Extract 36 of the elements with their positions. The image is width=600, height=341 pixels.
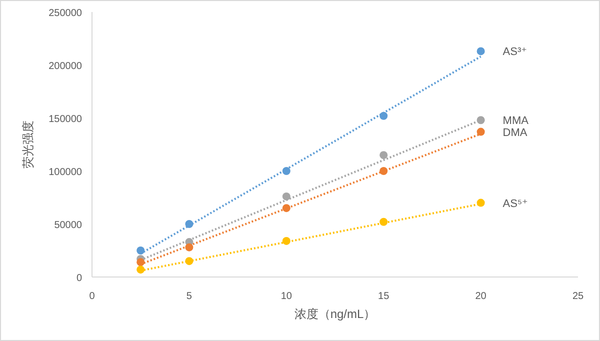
point [136, 258, 145, 266]
point [282, 236, 290, 245]
x-tick-label: 10 [280, 291, 292, 302]
point [476, 128, 485, 136]
x-axis-title: 浓度（ng/mL） [294, 307, 376, 321]
point [476, 47, 485, 56]
point [476, 198, 485, 207]
point [185, 220, 194, 228]
point [380, 218, 388, 226]
y-tick-label: 250000 [48, 8, 82, 19]
series-label: MMA [502, 115, 530, 128]
y-tick-label: 150000 [48, 114, 82, 125]
y-axis-title: 荧光强度 [21, 120, 35, 168]
point [380, 167, 388, 175]
point [185, 243, 194, 252]
y-tick-label: 0 [76, 273, 82, 284]
y-tick-label: 200000 [48, 61, 82, 72]
point [476, 116, 485, 124]
point [282, 167, 290, 175]
series-label: AS⁵⁺ [502, 198, 528, 210]
point [136, 246, 145, 254]
x-tick-label: 15 [378, 291, 390, 302]
point [380, 112, 388, 120]
y-tick-label: 50000 [54, 220, 82, 231]
series-label: DMA [502, 126, 528, 139]
series-label: AS³⁺ [502, 46, 528, 58]
point [282, 192, 290, 200]
x-tick-label: 20 [475, 291, 487, 302]
point [380, 151, 388, 160]
point [185, 257, 194, 266]
point [136, 266, 145, 274]
x-tick-label: 5 [186, 291, 192, 302]
point [282, 204, 290, 212]
x-tick-label: 0 [89, 291, 96, 302]
x-tick-label: 25 [572, 291, 584, 302]
y-tick-label: 100000 [48, 167, 82, 178]
